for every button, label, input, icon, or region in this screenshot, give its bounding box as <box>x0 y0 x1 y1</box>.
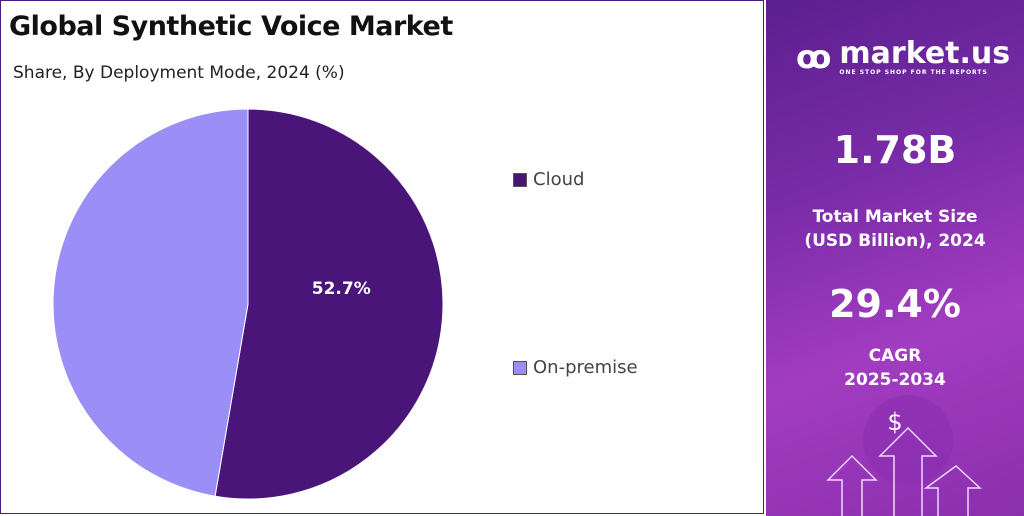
market-size-label-2: (USD Billion), 2024 <box>804 231 986 251</box>
pie-slice-cloud <box>214 108 444 500</box>
chart-title: Global Synthetic Voice Market <box>9 11 453 42</box>
legend-item-cloud: Cloud <box>513 169 584 190</box>
chart-panel: Global Synthetic Voice Market Share, By … <box>0 0 764 514</box>
legend-swatch <box>513 360 527 375</box>
legend-item-on-premise: On-premise <box>513 357 638 378</box>
brand-name: market.us <box>839 35 1011 71</box>
brand-tagline: ONE STOP SHOP FOR THE REPORTS <box>839 68 988 76</box>
pie-slice-on-premise <box>52 108 249 497</box>
brand-logo: ꝏ market.us ONE STOP SHOP FOR THE REPORT… <box>796 38 1010 76</box>
legend-label: On-premise <box>533 357 638 378</box>
pie-chart: 52.7% <box>52 108 444 500</box>
cagr-period: 2025-2034 <box>844 370 946 390</box>
growth-arrows-icon <box>826 395 982 516</box>
dollar-sign: $ <box>887 408 903 436</box>
market-size-label-1: Total Market Size <box>812 207 978 227</box>
data-label: 52.7% <box>312 279 371 299</box>
cagr-label: CAGR <box>868 346 922 366</box>
chart-subtitle: Share, By Deployment Mode, 2024 (%) <box>13 63 345 83</box>
legend-swatch <box>513 172 527 187</box>
summary-panel: $ ꝏ market.us ONE STOP SHOP FOR THE REPO… <box>766 0 1024 516</box>
cagr-value: 29.4% <box>829 282 961 326</box>
logo-mark-icon: ꝏ <box>796 38 832 76</box>
market-size-value: 1.78B <box>833 128 957 172</box>
legend-label: Cloud <box>533 169 585 190</box>
